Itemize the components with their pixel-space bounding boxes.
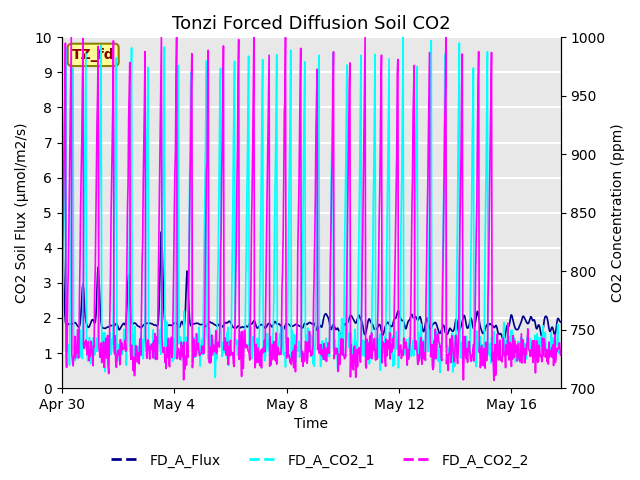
Title: Tonzi Forced Diffusion Soil CO2: Tonzi Forced Diffusion Soil CO2 bbox=[172, 15, 451, 33]
Y-axis label: CO2 Concentration (ppm): CO2 Concentration (ppm) bbox=[611, 123, 625, 302]
Y-axis label: CO2 Soil Flux (μmol/m2/s): CO2 Soil Flux (μmol/m2/s) bbox=[15, 122, 29, 303]
Text: TZ_fd: TZ_fd bbox=[72, 48, 115, 62]
X-axis label: Time: Time bbox=[294, 418, 328, 432]
Legend: FD_A_Flux, FD_A_CO2_1, FD_A_CO2_2: FD_A_Flux, FD_A_CO2_1, FD_A_CO2_2 bbox=[106, 448, 534, 473]
